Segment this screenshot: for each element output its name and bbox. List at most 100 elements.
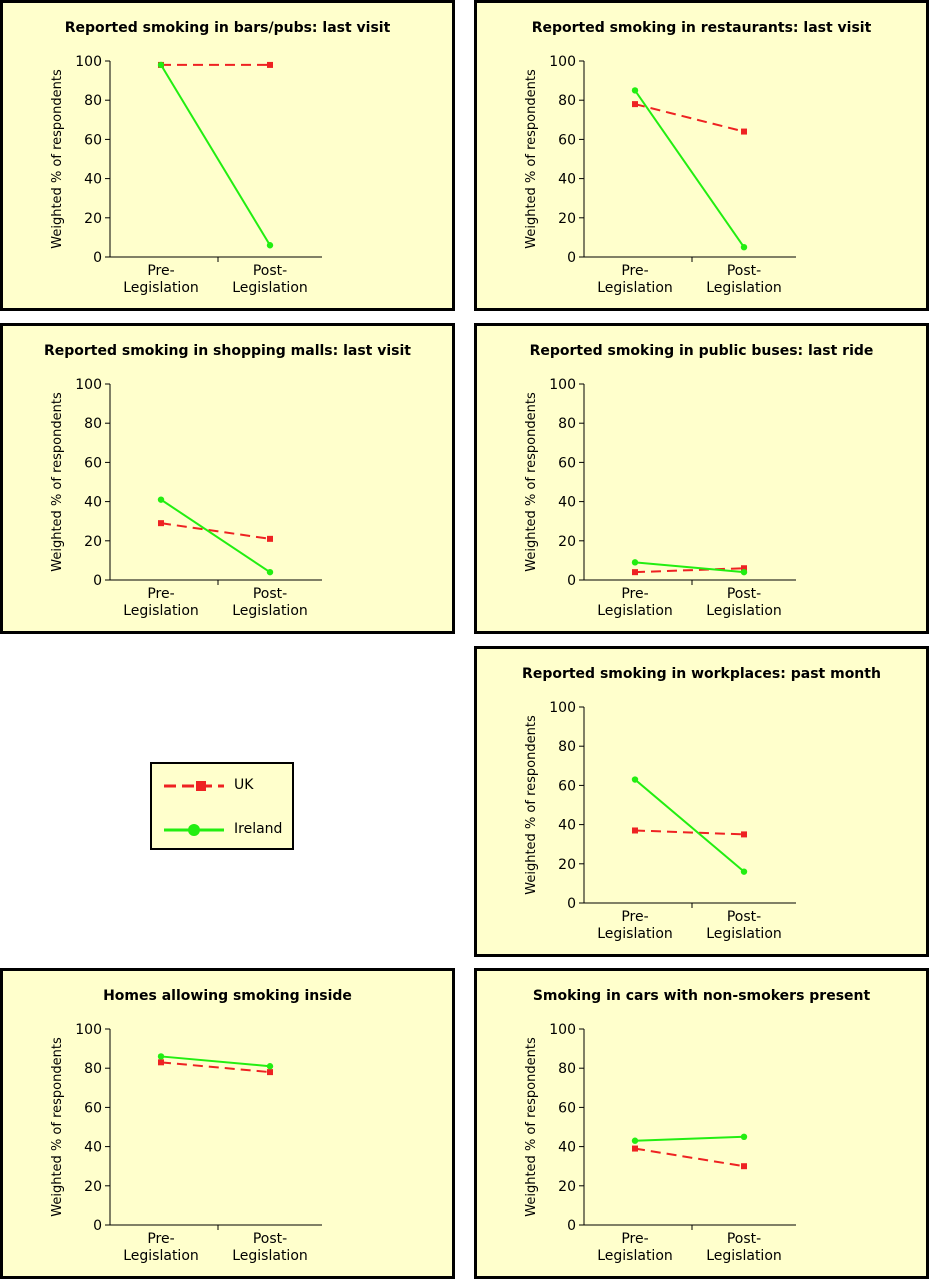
ireland-data-point: [266, 242, 274, 249]
ireland-series-line: [160, 1055, 271, 1068]
y-tick-label: 20: [558, 534, 576, 550]
x-tick-label: Legislation: [706, 280, 782, 296]
uk-data-point: [267, 1069, 273, 1076]
y-axis-label: Weighted % of respondents: [524, 392, 539, 572]
ireland-series-line: [160, 498, 271, 573]
y-tick-label: 100: [75, 54, 102, 70]
uk-series-line: [160, 522, 271, 540]
y-tick-label: 100: [75, 377, 102, 393]
ireland-data-point: [631, 776, 639, 783]
y-tick-label: 60: [558, 455, 576, 471]
ireland-data-point: [631, 87, 639, 94]
ireland-data-point: [631, 559, 639, 566]
y-tick-label: 80: [558, 739, 576, 755]
y-tick-label: 80: [84, 1061, 102, 1077]
uk-data-point: [632, 101, 638, 108]
ireland-data-point: [740, 868, 748, 875]
y-tick-label: 80: [84, 416, 102, 432]
x-tick-label: Legislation: [597, 1248, 673, 1264]
chart-plot: 0 20 40 60 80 100 Weighted % of respondents Pre…: [524, 377, 796, 619]
y-tick-label: 20: [84, 534, 102, 550]
y-tick-label: 60: [558, 132, 576, 148]
ireland-data-point: [740, 568, 748, 576]
uk-data-point: [632, 827, 638, 834]
x-tick-label: Pre-: [621, 1231, 648, 1247]
chart-panel-cars: Smoking in cars with non-smokers present…: [474, 968, 929, 1279]
y-tick-label: 80: [84, 93, 102, 109]
chart-panel-restaurants: Reported smoking in restaurants: last vi…: [474, 0, 929, 311]
x-tick-label: Post-: [727, 1231, 761, 1247]
y-tick-label: 40: [558, 495, 576, 511]
x-tick-label: Legislation: [597, 926, 673, 942]
ireland-data-point: [157, 496, 165, 503]
chart-panel-shopping-malls: Reported smoking in shopping malls: last…: [0, 323, 455, 634]
y-axis-label: Weighted % of respondents: [50, 392, 65, 572]
uk-data-point: [267, 61, 273, 68]
uk-data-point: [741, 128, 747, 135]
y-tick-label: 0: [567, 573, 576, 589]
y-tick-label: 20: [558, 1179, 576, 1195]
y-tick-label: 0: [567, 250, 576, 266]
y-tick-label: 60: [558, 778, 576, 794]
chart-legend: UK Ireland: [150, 762, 294, 850]
uk-data-point: [158, 1059, 164, 1066]
chart-panel-workplaces: Reported smoking in workplaces: past mon…: [474, 646, 929, 957]
x-tick-label: Legislation: [123, 280, 199, 296]
y-tick-label: 40: [84, 1140, 102, 1156]
ireland-data-point: [631, 1137, 639, 1144]
x-tick-label: Post-: [727, 909, 761, 925]
uk-series-line: [634, 829, 745, 836]
x-tick-label: Pre-: [147, 263, 174, 279]
y-tick-label: 60: [84, 455, 102, 471]
y-tick-label: 80: [558, 416, 576, 432]
x-tick-label: Legislation: [706, 603, 782, 619]
y-axis-label: Weighted % of respondents: [524, 1037, 539, 1217]
uk-series-line: [634, 103, 745, 133]
y-tick-label: 80: [558, 93, 576, 109]
y-tick-label: 100: [549, 1022, 576, 1038]
x-tick-label: Pre-: [147, 586, 174, 602]
chart-title: Smoking in cars with non-smokers present: [532, 988, 871, 1004]
uk-series-line: [634, 1147, 745, 1168]
x-tick-label: Legislation: [706, 926, 782, 942]
x-tick-label: Pre-: [621, 586, 648, 602]
chart-title: Reported smoking in workplaces: past mon…: [522, 666, 881, 682]
chart-title: Reported smoking in restaurants: last vi…: [531, 20, 872, 36]
x-tick-label: Post-: [727, 263, 761, 279]
uk-data-point: [741, 1163, 747, 1170]
uk-series-line: [160, 1061, 271, 1074]
legend-uk-label: UK: [234, 777, 254, 793]
ireland-data-point: [740, 1133, 748, 1140]
y-tick-label: 0: [93, 1218, 102, 1234]
chart-title: Reported smoking in bars/pubs: last visi…: [64, 20, 391, 36]
legend-ireland-marker: [188, 824, 200, 836]
x-tick-label: Pre-: [621, 909, 648, 925]
uk-data-point: [632, 1145, 638, 1152]
y-tick-label: 40: [558, 818, 576, 834]
chart-plot: 0 20 40 60 80 100 Weighted % of respondents Pre…: [524, 54, 796, 296]
ireland-data-point: [266, 1063, 274, 1070]
ireland-series-line: [634, 1135, 745, 1142]
x-tick-label: Post-: [253, 1231, 287, 1247]
uk-data-point: [741, 831, 747, 838]
legend-symbols: [164, 781, 224, 836]
chart-title: Homes allowing smoking inside: [103, 988, 352, 1004]
y-axis-label: Weighted % of respondents: [50, 1037, 65, 1217]
y-axis-label: Weighted % of respondents: [50, 69, 65, 249]
y-tick-label: 0: [93, 250, 102, 266]
y-tick-label: 40: [84, 495, 102, 511]
x-tick-label: Pre-: [621, 263, 648, 279]
x-tick-label: Post-: [727, 586, 761, 602]
y-tick-label: 40: [558, 1140, 576, 1156]
y-axis-label: Weighted % of respondents: [524, 715, 539, 895]
x-tick-label: Legislation: [232, 280, 308, 296]
y-tick-label: 40: [558, 172, 576, 188]
y-tick-label: 100: [549, 54, 576, 70]
uk-data-point: [267, 535, 273, 542]
y-tick-label: 20: [558, 857, 576, 873]
y-tick-label: 100: [549, 377, 576, 393]
y-tick-label: 0: [567, 1218, 576, 1234]
ireland-data-point: [266, 568, 274, 576]
y-axis-label: Weighted % of respondents: [524, 69, 539, 249]
chart-panel-public-buses: Reported smoking in public buses: last r…: [474, 323, 929, 634]
